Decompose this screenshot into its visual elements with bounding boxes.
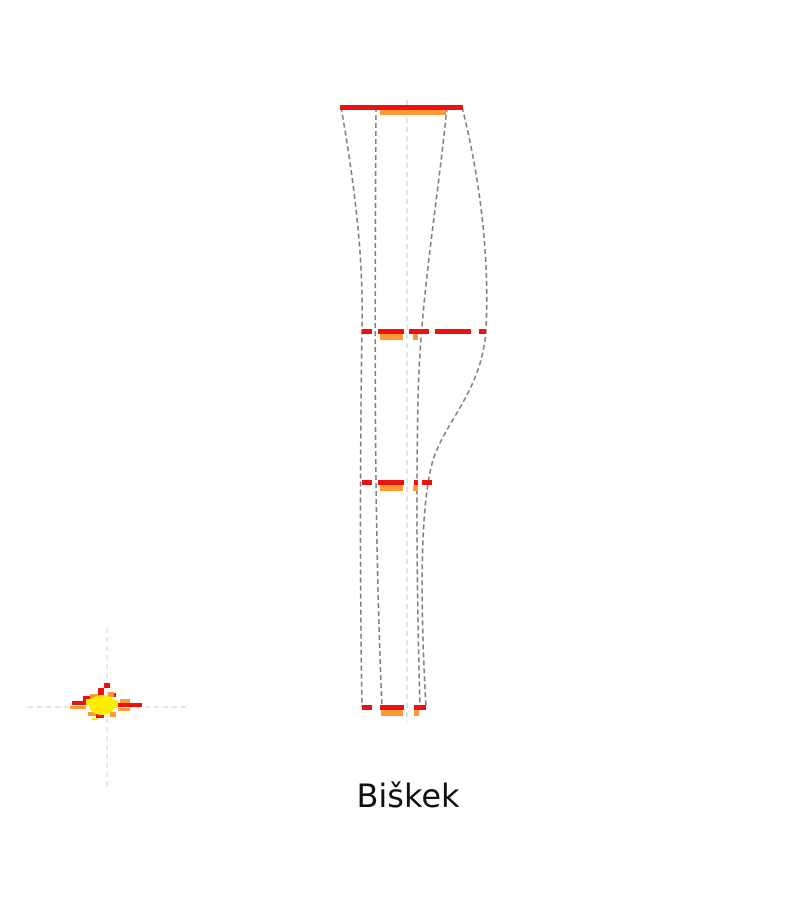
third-band [362,480,432,491]
bottom-band-red-1 [362,705,372,710]
third-band-orange-1 [380,485,403,491]
top-band [340,105,463,115]
top-band-orange [380,110,446,115]
bottom-band [362,705,426,716]
second-band-red-5 [479,329,486,334]
third-band-red-2 [378,480,404,485]
top-band-red [340,105,463,110]
second-band-red-2 [378,329,404,334]
outer-left-contour [340,106,364,708]
third-band-red-1 [362,480,372,485]
bottom-band-orange-1 [381,710,403,716]
bottom-band-red-2 [380,705,404,710]
marker-burst [70,683,142,720]
second-band [362,329,486,340]
second-band-orange-1 [380,334,403,340]
location-marker [28,628,188,788]
second-band-red-4 [435,329,471,334]
second-band-red-3 [409,329,429,334]
city-name-label: Biškek [356,777,460,815]
third-band-red-3 [414,480,418,485]
outer-right-contour [421,106,488,708]
inner-right-contour [416,106,448,708]
bottom-band-orange-2 [414,710,419,716]
second-band-orange-2 [413,334,418,340]
third-band-red-4 [422,480,432,485]
bottom-band-red-3 [414,705,426,710]
second-band-red-1 [362,329,372,334]
third-band-orange-2 [413,485,418,491]
inner-left-contour [374,106,383,708]
